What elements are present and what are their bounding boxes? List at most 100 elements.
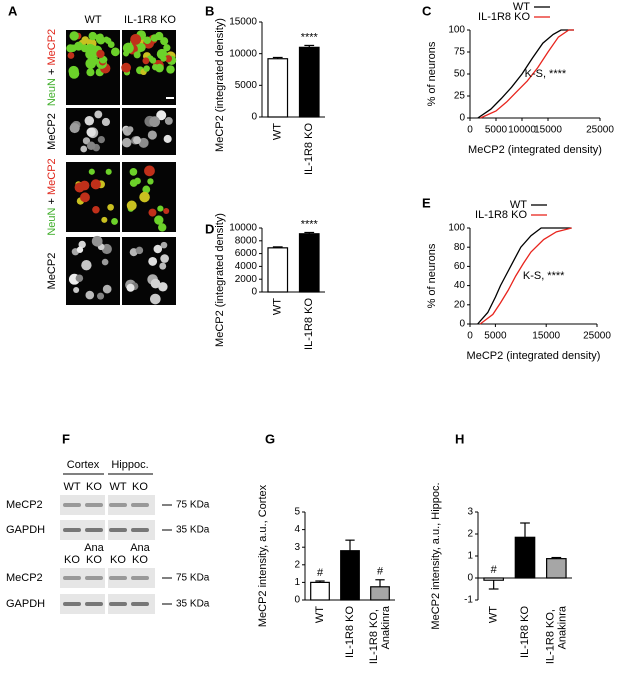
cell	[163, 207, 170, 214]
x-tick-label: WT	[272, 123, 284, 140]
x-tick-label-line: IL-1R8 KO,	[368, 606, 380, 664]
annotation: K-S, ****	[525, 68, 567, 80]
y-tick-label: 4	[294, 524, 300, 535]
panel-letter: F	[62, 431, 70, 446]
cell	[159, 262, 167, 270]
cell	[148, 208, 157, 217]
bar	[267, 247, 289, 293]
panel-letter: C	[422, 3, 432, 18]
cell	[101, 258, 109, 266]
cell	[103, 36, 110, 43]
y-tick-label: 0	[294, 595, 300, 606]
y-tick-label: 5	[294, 507, 300, 518]
lane-label: Ana	[130, 542, 150, 554]
x-axis-label: MeCP2 (integrated density)	[467, 350, 601, 362]
x-tick-label: 15000	[532, 331, 560, 342]
legend-label: IL-1R8 KO	[478, 11, 530, 23]
legend-label: WT	[510, 199, 527, 211]
x-tick-label: 25000	[586, 125, 614, 136]
x-tick-label: 25000	[583, 331, 611, 342]
lane-label: KO	[110, 554, 126, 566]
y-tick-label: 20	[454, 299, 466, 310]
cell	[149, 116, 161, 128]
row-label-part: +	[46, 66, 58, 75]
band	[131, 528, 149, 532]
cell	[163, 134, 172, 143]
cell	[136, 43, 146, 52]
band	[109, 528, 127, 532]
cell	[121, 62, 132, 73]
cell	[80, 192, 90, 203]
cell	[92, 206, 100, 214]
cell	[153, 244, 163, 254]
cell	[85, 290, 95, 300]
cell	[133, 136, 142, 145]
cell	[97, 135, 105, 144]
y-tick-label: 1	[467, 551, 473, 562]
cell	[78, 240, 86, 249]
cell	[135, 246, 144, 255]
band	[109, 576, 127, 580]
x-tick-label: 10000	[508, 125, 536, 136]
x-tick-label-line: Anakinra	[380, 605, 392, 649]
cell	[147, 130, 157, 140]
row-label: MeCP2	[46, 253, 58, 290]
cell	[97, 292, 105, 300]
y-tick-label: 50	[454, 69, 466, 80]
x-tick-label: 5000	[485, 125, 508, 136]
cell	[107, 203, 114, 211]
cell	[82, 137, 91, 145]
cell	[122, 50, 130, 57]
cell	[110, 47, 120, 57]
band	[85, 602, 103, 606]
significance-label: ****	[301, 31, 319, 43]
x-tick-label: IL-1R8 KO	[303, 123, 315, 175]
cell	[164, 55, 173, 63]
band	[85, 528, 103, 532]
cell	[142, 185, 151, 194]
micrograph	[122, 237, 176, 305]
y-tick-label: 0	[467, 573, 473, 584]
band	[63, 602, 81, 606]
y-tick-label: 75	[454, 47, 466, 58]
cell	[154, 215, 164, 225]
cell	[86, 141, 96, 151]
lane-label: KO	[86, 481, 102, 493]
cell	[144, 165, 155, 177]
cell	[84, 116, 95, 126]
y-axis-label: MeCP2 (integrated density)	[214, 18, 226, 152]
y-axis-label: MeCP2 (integrated density)	[214, 213, 226, 347]
panel-letter: A	[8, 3, 18, 18]
group-label: Cortex	[67, 459, 100, 471]
cell	[160, 37, 169, 46]
cell	[133, 51, 141, 59]
cell	[143, 65, 150, 72]
row-label-part: MeCP2	[46, 113, 58, 150]
y-tick-label: 2000	[235, 274, 258, 285]
row-label-part: NeuN	[46, 204, 58, 235]
bar	[340, 550, 360, 601]
x-tick-label: WT	[272, 298, 284, 315]
marker-label: 75 KDa	[176, 573, 210, 584]
y-tick-label: 1	[294, 577, 300, 588]
lane-label: Ana	[84, 542, 104, 554]
cell	[143, 36, 152, 45]
band	[63, 503, 81, 507]
cell	[129, 168, 138, 176]
band	[85, 576, 103, 580]
y-tick-label: 2	[294, 559, 300, 570]
y-tick-label: 3	[294, 542, 300, 553]
bar	[370, 586, 390, 601]
significance-label: #	[317, 567, 324, 579]
band	[63, 576, 81, 580]
y-tick-label: 100	[448, 25, 465, 36]
cell	[142, 57, 150, 65]
row-label: MeCP2	[46, 113, 58, 150]
marker-label: 35 KDa	[176, 525, 210, 536]
line	[479, 227, 572, 325]
significance-label: #	[491, 564, 498, 576]
y-axis-label: MeCP2 intensity, a.u., Hippoc.	[430, 482, 442, 629]
panel-letter: B	[205, 3, 214, 18]
cell	[148, 256, 158, 266]
